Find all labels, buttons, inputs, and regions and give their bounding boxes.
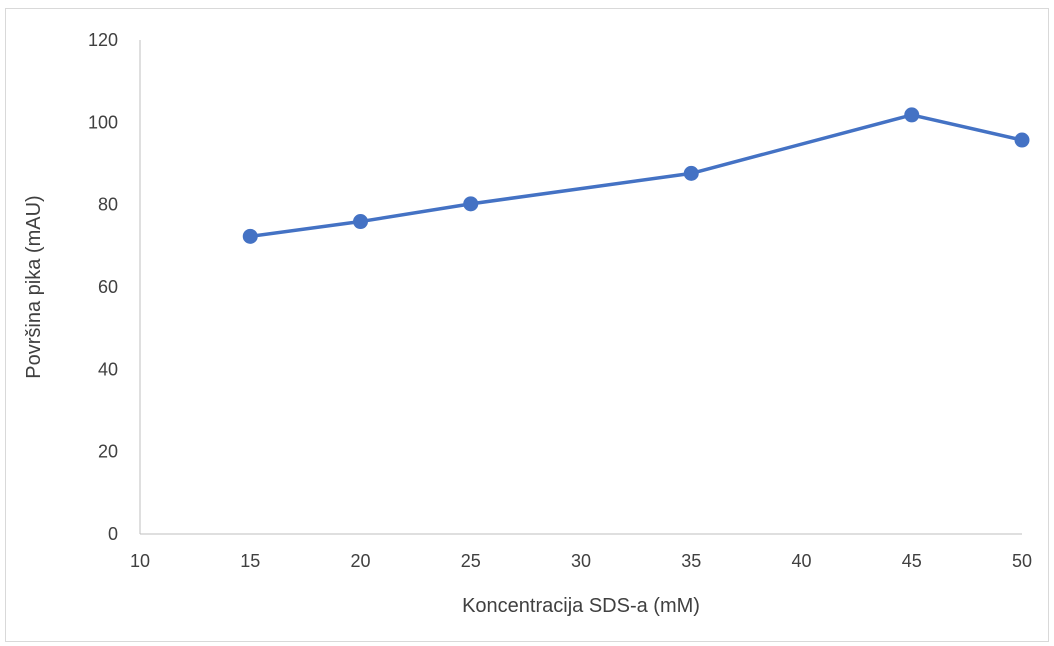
x-tick-label: 45 bbox=[902, 551, 922, 571]
series-line bbox=[248, 113, 1024, 239]
x-axis-title: Koncentracija SDS-a (mM) bbox=[462, 595, 700, 617]
y-axis-title: Površina pika (mAU) bbox=[23, 195, 45, 378]
y-tick-label: 40 bbox=[98, 359, 118, 379]
y-tick-label: 120 bbox=[88, 30, 118, 50]
data-point bbox=[463, 196, 479, 212]
x-tick-label: 40 bbox=[791, 551, 811, 571]
y-tick-labels: 0 20 40 60 80 100 120 bbox=[88, 30, 118, 544]
y-tick-label: 0 bbox=[108, 524, 118, 544]
x-tick-label: 20 bbox=[350, 551, 370, 571]
x-tick-label: 10 bbox=[130, 551, 150, 571]
y-tick-label: 100 bbox=[88, 112, 118, 132]
x-tick-label: 15 bbox=[240, 551, 260, 571]
data-point bbox=[1014, 132, 1030, 148]
y-tick-label: 20 bbox=[98, 442, 118, 462]
y-tick-label: 60 bbox=[98, 277, 118, 297]
chart-frame bbox=[5, 8, 1049, 642]
data-point bbox=[683, 165, 699, 181]
x-tick-labels: 10 15 20 25 30 35 40 45 50 bbox=[130, 551, 1032, 571]
data-point bbox=[242, 228, 258, 244]
series-group bbox=[242, 107, 1030, 244]
y-tick-label: 80 bbox=[98, 195, 118, 215]
x-tick-label: 30 bbox=[571, 551, 591, 571]
x-tick-label: 35 bbox=[681, 551, 701, 571]
data-point bbox=[353, 214, 368, 230]
x-tick-label: 50 bbox=[1012, 551, 1032, 571]
x-tick-label: 25 bbox=[461, 551, 481, 571]
data-point bbox=[904, 107, 920, 123]
